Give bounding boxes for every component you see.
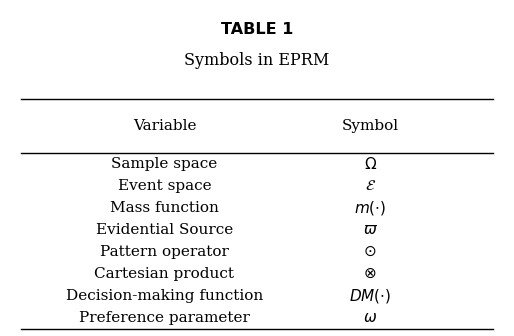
Text: Event space: Event space: [118, 179, 211, 193]
Text: Mass function: Mass function: [110, 201, 219, 215]
Text: $m(\cdot)$: $m(\cdot)$: [354, 199, 386, 217]
Text: Sample space: Sample space: [112, 157, 217, 171]
Text: $\varpi$: $\varpi$: [362, 223, 378, 237]
Text: $\odot$: $\odot$: [363, 245, 377, 259]
Text: Preference parameter: Preference parameter: [79, 311, 250, 325]
Text: Cartesian product: Cartesian product: [95, 267, 234, 281]
Text: Pattern operator: Pattern operator: [100, 245, 229, 259]
Text: Variable: Variable: [133, 119, 196, 133]
Text: Decision-making function: Decision-making function: [66, 289, 263, 303]
Text: $DM(\cdot)$: $DM(\cdot)$: [349, 287, 391, 305]
Text: $\Omega$: $\Omega$: [363, 156, 377, 172]
Text: Evidential Source: Evidential Source: [96, 223, 233, 237]
Text: $\omega$: $\omega$: [363, 311, 377, 325]
Text: Symbols in EPRM: Symbols in EPRM: [185, 52, 329, 69]
Text: TABLE 1: TABLE 1: [221, 22, 293, 37]
Text: Symbol: Symbol: [341, 119, 399, 133]
Text: $\mathcal{E}$: $\mathcal{E}$: [364, 179, 376, 193]
Text: $\otimes$: $\otimes$: [363, 267, 377, 281]
